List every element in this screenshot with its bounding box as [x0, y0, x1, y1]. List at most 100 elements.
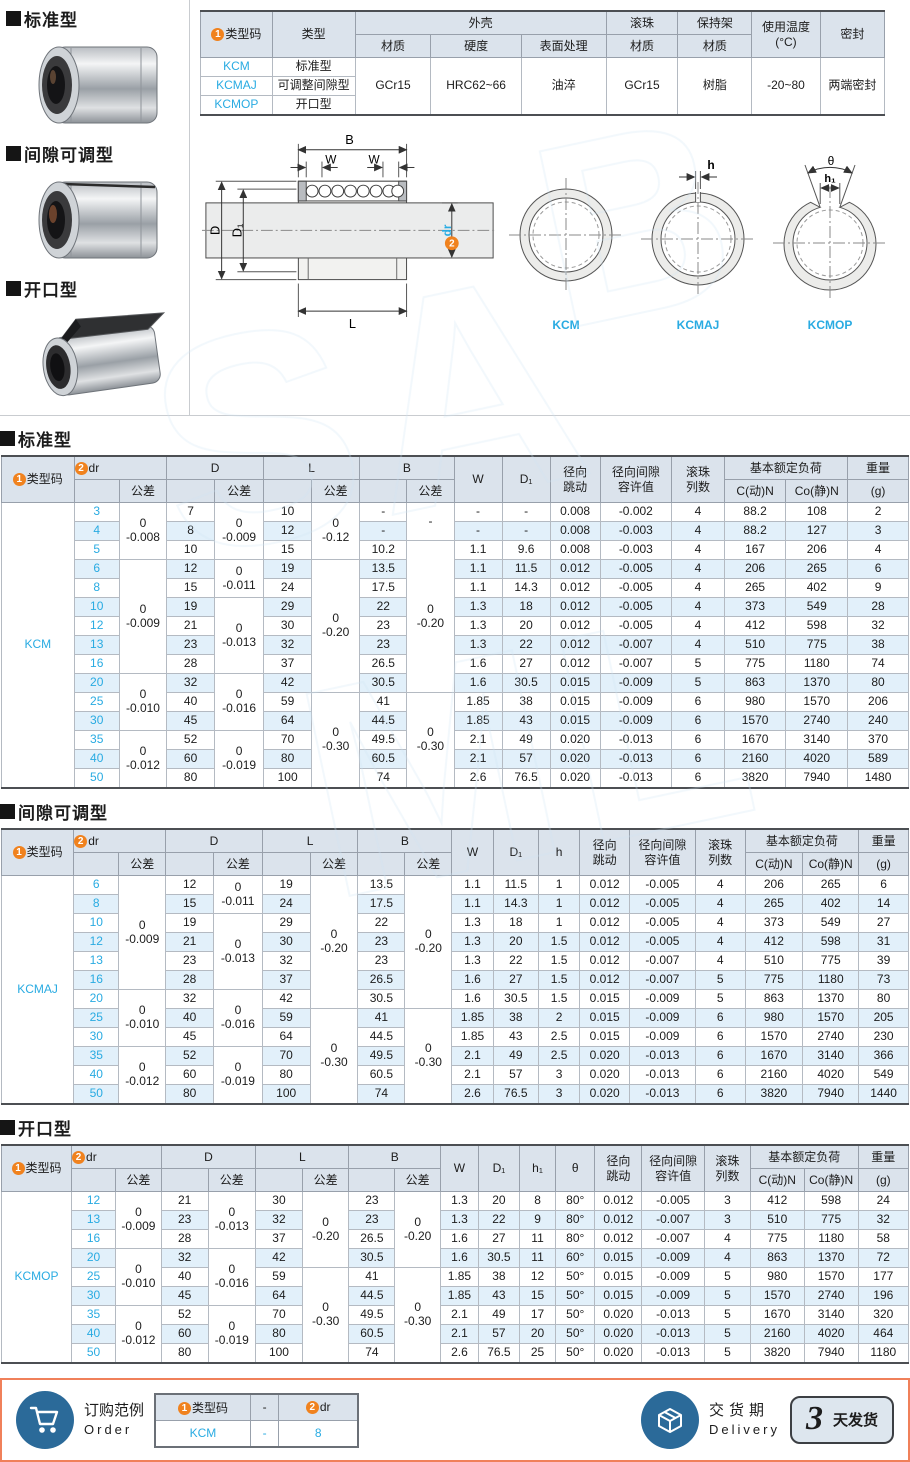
- col-header: 密封: [819, 10, 886, 58]
- col-subheader: 表面处理: [520, 34, 607, 58]
- table-cell: -0.009: [629, 1008, 696, 1028]
- table-cell: 100: [261, 1084, 311, 1105]
- table-cell: 1.85: [440, 1267, 479, 1287]
- table-cell: 76.5: [477, 1343, 521, 1364]
- table-cell: -0.013: [629, 1065, 696, 1085]
- table-cell: 25: [519, 1343, 556, 1364]
- table-cell: 74: [348, 1343, 396, 1364]
- table-cell: 44.5: [357, 1027, 406, 1047]
- table-cell: 3140: [803, 1305, 859, 1325]
- col-header: 1 类型码: [1, 455, 75, 503]
- table-cell: 27: [858, 913, 909, 933]
- table-cell: 1670: [749, 1305, 805, 1325]
- table-cell: 30: [73, 1027, 120, 1047]
- table-cell: 6: [694, 1084, 746, 1105]
- col-header: 径向间隙 容许值: [629, 828, 696, 876]
- table-cell: 41: [359, 692, 408, 712]
- table-cell: KCMOP: [200, 95, 273, 116]
- table-cell: 50°: [554, 1267, 596, 1287]
- table-cell: -20~80: [751, 57, 821, 116]
- circled-number-badge: 1: [12, 473, 26, 486]
- table-cell: 4: [671, 578, 725, 598]
- table-cell: -0.007: [641, 1229, 706, 1249]
- col-header: D₁: [477, 1144, 521, 1192]
- table-cell: 0.012: [579, 913, 630, 933]
- col-header: L: [255, 1144, 350, 1169]
- section-marker: [0, 431, 15, 446]
- table-cell: 42: [263, 673, 313, 693]
- table-cell: 0.020: [579, 1065, 630, 1085]
- table-cell: 42: [261, 989, 311, 1009]
- circled-number-badge: 1: [211, 28, 225, 41]
- table-cell: 88.2: [723, 502, 787, 522]
- table-cell: 45: [160, 1286, 209, 1306]
- table-cell: 9: [519, 1210, 556, 1230]
- table-cell: 4: [73, 521, 120, 541]
- col-header: L: [261, 828, 359, 853]
- table-cell: -0.009: [599, 673, 673, 693]
- table-cell: 1.3: [451, 932, 494, 952]
- table-cell: -0.007: [641, 1210, 706, 1230]
- table-cell: -0.005: [599, 616, 673, 636]
- table-cell: 32: [857, 1210, 910, 1230]
- table-cell: 0.015: [579, 1027, 630, 1047]
- table-cell: 10: [166, 540, 216, 560]
- table-cell: 320: [857, 1305, 910, 1325]
- col-header: 滚珠 列数: [694, 828, 746, 876]
- col-header: 重量: [847, 455, 909, 480]
- table-cell: 64: [255, 1286, 303, 1306]
- table-cell: 1.1: [453, 540, 503, 560]
- table-cell: 167: [723, 540, 787, 560]
- table-cell: 3: [537, 1065, 581, 1085]
- table-cell: 0.020: [579, 1046, 630, 1066]
- table-cell: 206: [744, 875, 804, 895]
- table-cell: -: [501, 521, 551, 541]
- col-subheader: 公差: [118, 479, 168, 503]
- table-cell: 72: [857, 1248, 910, 1268]
- col-header: 基本额定负荷: [723, 455, 849, 480]
- table-cell: 70: [263, 730, 313, 750]
- table-cell: 58: [857, 1229, 910, 1249]
- table-cell: 29: [263, 597, 313, 617]
- table-cell: 32: [263, 635, 313, 655]
- table-cell: 1180: [802, 970, 860, 990]
- table-cell: 40: [73, 1065, 120, 1085]
- kcm-front-drawing: [509, 178, 623, 292]
- table-cell: 20: [492, 932, 539, 952]
- table-cell: -0.013: [641, 1305, 706, 1325]
- top-section: 标准型: [0, 0, 910, 416]
- table-cell: 19: [166, 597, 216, 617]
- table-cell: 1570: [785, 692, 849, 712]
- product-photo-column: 标准型: [0, 0, 190, 415]
- table-cell: 265: [802, 875, 860, 895]
- delivery-days-unit: 天发货: [832, 1411, 878, 1429]
- section-heading-label: 开口型: [18, 1120, 72, 1139]
- table-cell: 0 -0.019: [207, 1305, 257, 1364]
- table-cell: 0 -0.013: [214, 597, 265, 674]
- table-cell: 80°: [554, 1210, 596, 1230]
- top-right-panel: 1 类型码 类型 外壳 滚珠 保持架 使用温度 (°C) 密封 材质 硬度 表面处理 材质 材质 KCM 标准…: [190, 0, 910, 415]
- table-cell: 0 -0.20: [309, 875, 359, 1009]
- photo-section-label: 标准型: [24, 11, 78, 30]
- table-cell: 464: [857, 1324, 910, 1344]
- table-cell: 41: [357, 1008, 406, 1028]
- table-cell: 0 -0.013: [207, 1191, 257, 1249]
- table-cell: 10: [263, 502, 313, 522]
- table-cell: -0.005: [599, 578, 673, 598]
- table-cell: 2740: [785, 711, 849, 731]
- table-cell: 11: [519, 1229, 556, 1249]
- adjustable-table-host: 1 类型码 2 dr D L B W D₁ h 径向 跳动 径向间隙 容许值 滚珠 列数 基本额定负荷 重量 公差 公…: [0, 828, 909, 1105]
- type-code-cell: KCMOP: [0, 1191, 73, 1364]
- table-cell: 1.6: [440, 1229, 479, 1249]
- circled-number-badge: 1: [11, 1162, 25, 1175]
- table-cell: 20: [71, 1248, 117, 1268]
- table-cell: 23: [348, 1191, 396, 1211]
- col-subheader: [71, 1168, 117, 1192]
- table-cell: 5: [704, 1286, 751, 1306]
- table-cell: 1.1: [451, 875, 494, 895]
- table-cell: 17.5: [359, 578, 408, 598]
- col-header: 滚珠 列数: [704, 1144, 751, 1192]
- col-header: B: [359, 455, 455, 480]
- table-cell: 7940: [802, 1084, 860, 1105]
- col-subheader: [160, 1168, 209, 1192]
